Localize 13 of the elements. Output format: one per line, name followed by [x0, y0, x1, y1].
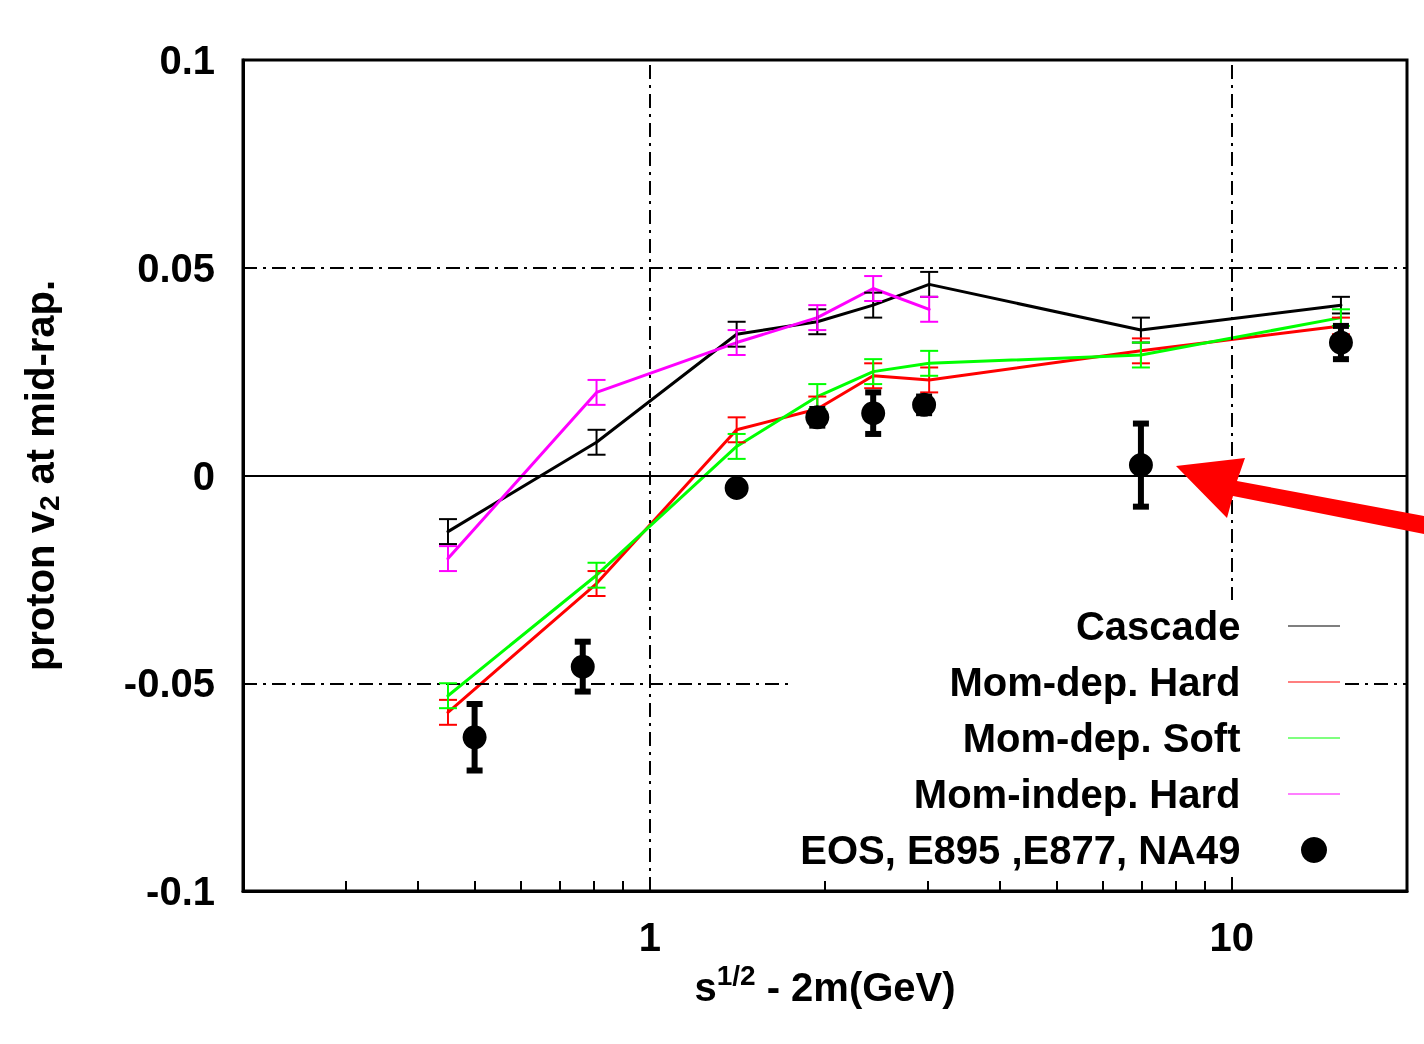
y-tick-label: -0.1	[146, 869, 215, 913]
legend-label: Mom-indep. Hard	[913, 772, 1241, 816]
x-tick-label: 1	[638, 915, 661, 959]
y-tick-label: 0.1	[159, 38, 215, 82]
legend-label: EOS, E895 ,E877, NA49	[800, 828, 1241, 872]
legend-label: Mom-dep. Hard	[949, 660, 1241, 704]
y-axis-title: proton v2 at mid-rap.	[18, 279, 65, 672]
y-tick-label: 0	[192, 453, 215, 498]
legend-label: Cascade	[1075, 604, 1241, 648]
x-tick-label: 10	[1209, 915, 1255, 959]
y-tick-label: -0.05	[123, 661, 215, 706]
y-tick-label: 0.05	[137, 245, 215, 290]
legend-label: Mom-dep. Soft	[962, 716, 1241, 760]
